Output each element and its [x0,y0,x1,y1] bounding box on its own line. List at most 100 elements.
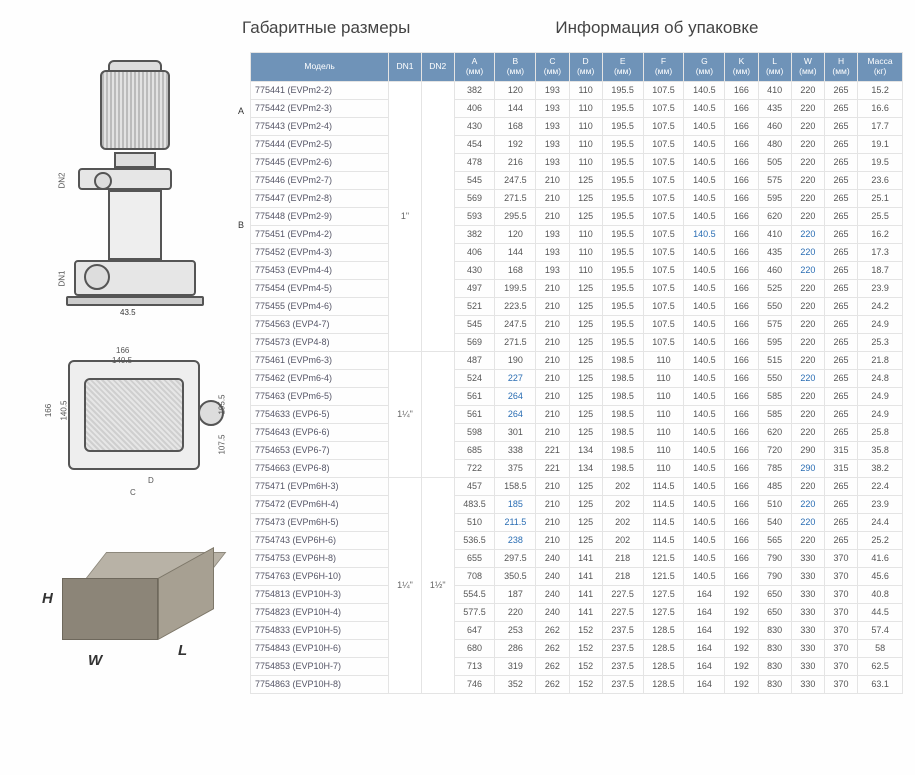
table-row: 775473 (EVPm6H-5)510211.5210125202114.51… [251,513,903,531]
table-row: 7754563 (EVP4-7)545247.5210125195.5107.5… [251,315,903,333]
data-cell: 265 [824,297,857,315]
model-cell: 775453 (EVPm4-4) [251,261,389,279]
data-cell: 24.9 [858,405,903,423]
data-cell: 166 [725,117,758,135]
data-cell: 45.6 [858,567,903,585]
data-cell: 265 [824,351,857,369]
data-cell: 746 [454,675,495,693]
data-cell: 370 [824,585,857,603]
data-cell: 192 [725,639,758,657]
data-cell: 24.8 [858,369,903,387]
data-cell: 286 [495,639,536,657]
data-cell: 166 [725,423,758,441]
data-cell: 110 [643,405,684,423]
data-cell: 382 [454,81,495,99]
data-cell: 152 [569,621,602,639]
data-cell: 650 [758,603,791,621]
data-cell: 125 [569,387,602,405]
data-cell: 350.5 [495,567,536,585]
data-cell: 220 [791,423,824,441]
data-cell: 830 [758,639,791,657]
table-row: 775472 (EVPm6H-4)483.5185210125202114.51… [251,495,903,513]
data-cell: 195.5 [602,297,643,315]
data-cell: 330 [791,567,824,585]
data-cell: 195.5 [602,261,643,279]
data-cell: 140.5 [684,99,725,117]
data-cell: 598 [454,423,495,441]
data-cell: 265 [824,171,857,189]
data-cell: 550 [758,369,791,387]
data-cell: 125 [569,207,602,225]
model-cell: 775448 (EVPm2-9) [251,207,389,225]
data-cell: 370 [824,657,857,675]
table-row: 7754853 (EVP10H-7)713319262152237.5128.5… [251,657,903,675]
topdim-1405t: 140.5 [112,356,132,365]
data-cell: 125 [569,279,602,297]
pump-side-diagram: DN2 DN1 A B 43.5 [12,60,232,320]
model-cell: 775447 (EVPm2-8) [251,189,389,207]
model-cell: 7754653 (EVP6-7) [251,441,389,459]
table-row: 7754663 (EVP6-8)722375221134198.5110140.… [251,459,903,477]
col-header: F(мм) [643,53,684,82]
data-cell: 382 [454,225,495,243]
data-cell: 271.5 [495,333,536,351]
data-cell: 125 [569,351,602,369]
data-cell: 220 [791,171,824,189]
data-cell: 166 [725,477,758,495]
data-cell: 185 [495,495,536,513]
data-cell: 554.5 [454,585,495,603]
data-cell: 121.5 [643,549,684,567]
model-cell: 7754573 (EVP4-8) [251,333,389,351]
data-cell: 210 [536,171,569,189]
model-cell: 775443 (EVPm2-4) [251,117,389,135]
data-cell: 220 [791,243,824,261]
data-cell: 295.5 [495,207,536,225]
topdim-1955: 195.5 [218,394,227,414]
data-cell: 221 [536,459,569,477]
data-cell: 330 [791,675,824,693]
data-cell: 220 [791,477,824,495]
data-cell: 480 [758,135,791,153]
data-cell: 290 [791,459,824,477]
data-cell: 265 [824,279,857,297]
model-cell: 7754763 (EVP6H-10) [251,567,389,585]
data-cell: 210 [536,351,569,369]
model-cell: 775473 (EVPm6H-5) [251,513,389,531]
data-cell: 134 [569,441,602,459]
data-cell: 575 [758,315,791,333]
data-cell: 140.5 [684,477,725,495]
data-cell: 125 [569,189,602,207]
data-cell: 223.5 [495,297,536,315]
data-cell: 198.5 [602,459,643,477]
model-cell: 7754813 (EVP10H-3) [251,585,389,603]
table-row: 7754763 (EVP6H-10)708350.5240141218121.5… [251,567,903,585]
data-cell: 166 [725,243,758,261]
data-cell: 211.5 [495,513,536,531]
data-cell: 265 [824,189,857,207]
data-cell: 140.5 [684,441,725,459]
data-cell: 199.5 [495,279,536,297]
data-cell: 515 [758,351,791,369]
data-cell: 25.5 [858,207,903,225]
data-cell: 140.5 [684,243,725,261]
data-cell: 25.2 [858,531,903,549]
data-cell: 265 [824,387,857,405]
data-cell: 262 [536,675,569,693]
data-cell: 247.5 [495,315,536,333]
data-cell: 24.2 [858,297,903,315]
data-cell: 830 [758,621,791,639]
data-cell: 195.5 [602,171,643,189]
col-header: W(мм) [791,53,824,82]
pkg-w: W [88,652,102,669]
data-cell: 210 [536,189,569,207]
data-cell: 265 [824,81,857,99]
model-cell: 7754643 (EVP6-6) [251,423,389,441]
table-row: 7754573 (EVP4-8)569271.5210125195.5107.5… [251,333,903,351]
data-cell: 18.7 [858,261,903,279]
data-cell: 265 [824,477,857,495]
data-cell: 370 [824,549,857,567]
table-row: 7754653 (EVP6-7)685338221134198.5110140.… [251,441,903,459]
model-cell: 775455 (EVPm4-6) [251,297,389,315]
table-row: 775463 (EVPm6-5)561264210125198.5110140.… [251,387,903,405]
data-cell: 193 [536,261,569,279]
